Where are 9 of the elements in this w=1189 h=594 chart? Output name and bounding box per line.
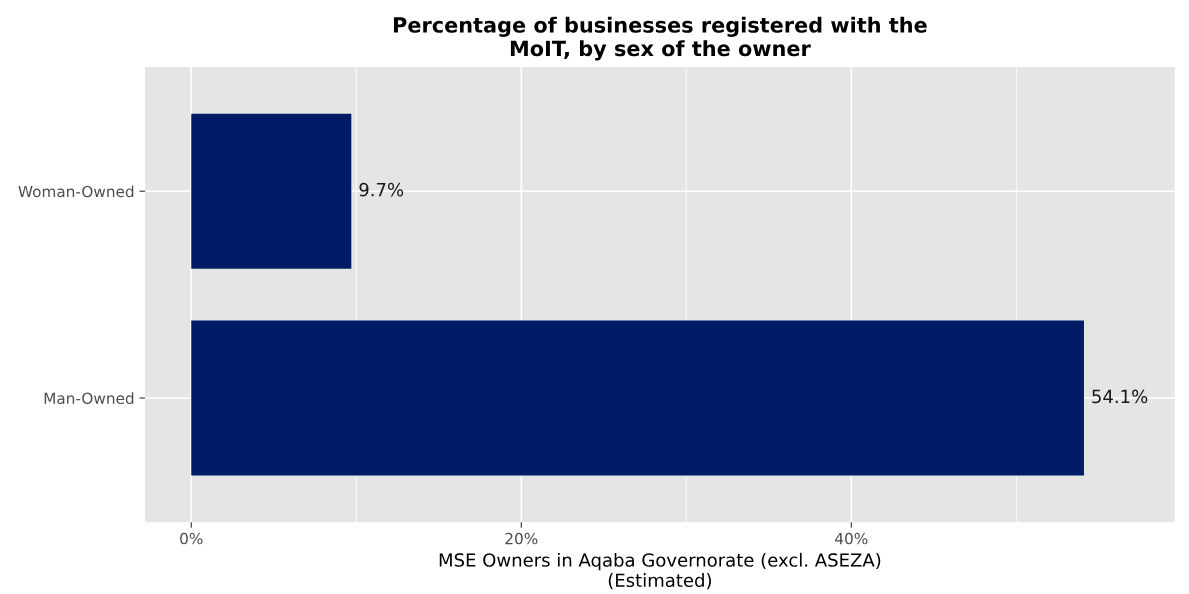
y-tick-label: Woman-Owned <box>18 185 134 198</box>
x-axis-title: MSE Owners in Aqaba Governorate (excl. ASEZA) (Estimated) <box>439 552 881 590</box>
x-tick-label: 20% <box>505 532 538 545</box>
data-label: 9.7% <box>359 182 404 197</box>
data-label: 54.1% <box>1092 389 1148 404</box>
x-tick-label: 0% <box>180 532 203 545</box>
y-tick-label: Man-Owned <box>44 392 134 405</box>
chart-title: Percentage of businesses registered with the MoIT, by sex of the owner <box>394 16 927 61</box>
x-tick-label: 40% <box>835 532 868 545</box>
